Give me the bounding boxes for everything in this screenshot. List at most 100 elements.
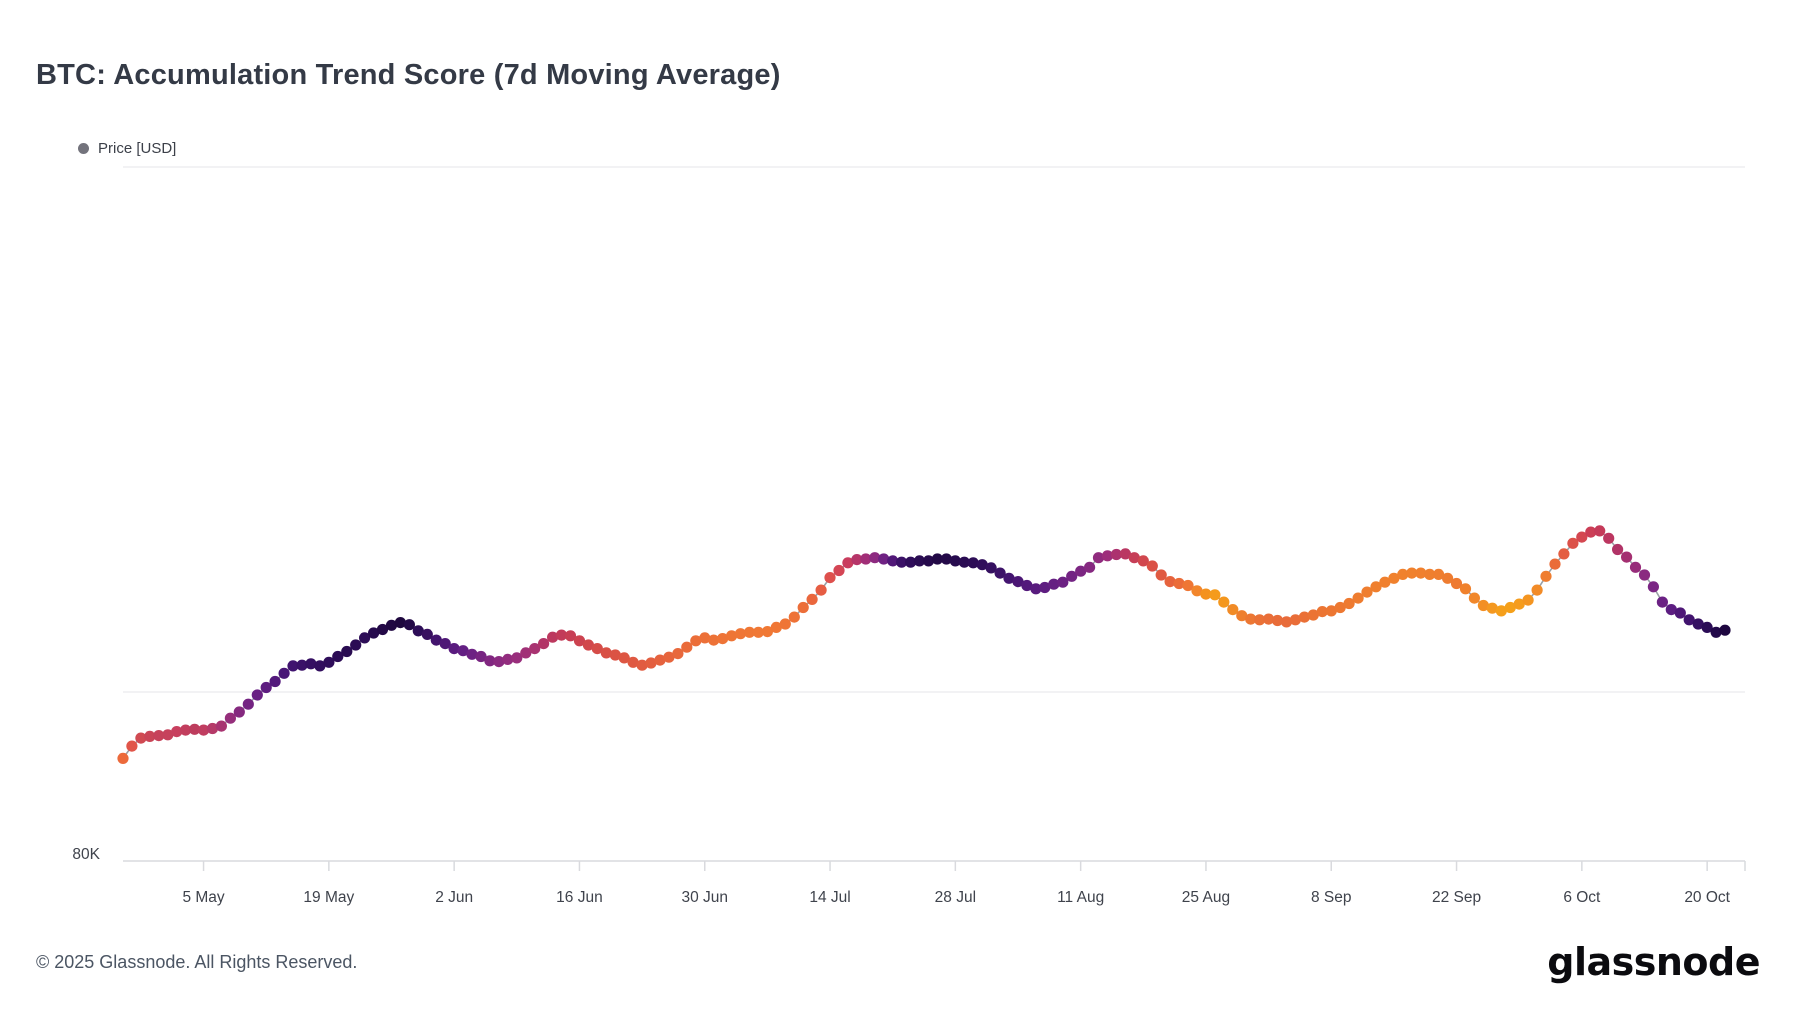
data-point[interactable] (609, 649, 621, 661)
data-point[interactable] (1433, 568, 1445, 581)
data-point[interactable] (1271, 614, 1284, 627)
data-point[interactable] (1101, 550, 1114, 562)
data-point[interactable] (726, 630, 738, 642)
data-point[interactable] (699, 632, 711, 644)
data-point[interactable] (1334, 601, 1346, 614)
data-point[interactable] (421, 628, 433, 641)
data-point[interactable] (511, 652, 523, 664)
data-point[interactable] (1092, 552, 1105, 564)
data-point[interactable] (1710, 626, 1722, 638)
data-point[interactable] (412, 625, 424, 637)
data-point[interactable] (1585, 526, 1597, 538)
data-point[interactable] (1450, 577, 1463, 590)
data-point[interactable] (394, 617, 406, 629)
data-point[interactable] (600, 647, 612, 659)
data-point[interactable] (734, 628, 747, 640)
data-point[interactable] (547, 631, 559, 643)
data-point[interactable] (869, 552, 881, 564)
data-point[interactable] (672, 648, 684, 660)
data-point[interactable] (582, 639, 595, 651)
data-point[interactable] (1612, 543, 1624, 556)
data-point[interactable] (314, 660, 326, 672)
data-point[interactable] (931, 553, 944, 565)
data-point[interactable] (1209, 589, 1221, 601)
data-point[interactable] (654, 654, 666, 666)
data-point[interactable] (860, 553, 872, 565)
data-point[interactable] (1173, 577, 1185, 590)
data-point[interactable] (457, 645, 469, 657)
data-point[interactable] (905, 556, 917, 568)
data-point[interactable] (1057, 576, 1069, 588)
data-point[interactable] (824, 572, 836, 584)
data-point[interactable] (976, 559, 988, 571)
data-point[interactable] (1289, 614, 1301, 626)
data-point[interactable] (1039, 581, 1051, 594)
data-point[interactable] (385, 619, 398, 631)
data-point[interactable] (1227, 604, 1239, 616)
data-point[interactable] (1370, 581, 1382, 593)
data-point[interactable] (1486, 602, 1498, 614)
data-point[interactable] (1495, 605, 1507, 617)
data-point[interactable] (788, 611, 800, 623)
data-point[interactable] (1594, 525, 1606, 537)
data-point[interactable] (359, 632, 371, 644)
data-point[interactable] (1021, 579, 1033, 592)
data-point[interactable] (1110, 548, 1122, 561)
data-point[interactable] (1468, 592, 1480, 604)
data-point[interactable] (242, 698, 254, 710)
data-point[interactable] (1665, 604, 1677, 616)
data-point[interactable] (1003, 572, 1015, 584)
data-point[interactable] (1343, 597, 1355, 610)
data-point[interactable] (1263, 613, 1275, 625)
data-point[interactable] (994, 567, 1006, 579)
data-point[interactable] (645, 657, 657, 669)
data-point[interactable] (251, 689, 263, 701)
data-point[interactable] (1361, 586, 1373, 598)
data-point[interactable] (162, 729, 174, 741)
data-point[interactable] (1692, 618, 1704, 630)
data-point[interactable] (430, 634, 442, 646)
data-point[interactable] (296, 659, 308, 671)
data-point[interactable] (797, 601, 809, 614)
data-point[interactable] (493, 656, 505, 668)
data-point[interactable] (1084, 561, 1096, 573)
data-point[interactable] (1397, 568, 1409, 581)
data-point[interactable] (1164, 576, 1176, 588)
data-point[interactable] (1406, 567, 1418, 579)
data-point[interactable] (967, 557, 979, 569)
data-point[interactable] (717, 633, 729, 645)
data-point[interactable] (708, 634, 720, 646)
data-point[interactable] (189, 723, 201, 735)
data-point[interactable] (681, 641, 693, 653)
data-point[interactable] (305, 658, 317, 670)
data-point[interactable] (896, 556, 908, 568)
data-point[interactable] (341, 645, 353, 658)
data-point[interactable] (144, 730, 156, 743)
data-point[interactable] (475, 650, 487, 663)
data-point[interactable] (618, 652, 630, 664)
data-point[interactable] (1629, 561, 1642, 573)
data-point[interactable] (1182, 579, 1194, 592)
data-point[interactable] (323, 656, 335, 668)
data-point[interactable] (529, 643, 541, 655)
data-point[interactable] (1254, 614, 1266, 626)
data-point[interactable] (198, 724, 210, 736)
data-point[interactable] (1683, 614, 1695, 626)
data-point[interactable] (376, 623, 389, 636)
data-point[interactable] (958, 556, 970, 568)
data-point[interactable] (1075, 565, 1087, 577)
data-point[interactable] (1119, 548, 1131, 560)
data-point[interactable] (233, 706, 245, 718)
data-point[interactable] (1415, 567, 1427, 579)
data-point[interactable] (1504, 601, 1516, 614)
data-point[interactable] (573, 635, 586, 647)
data-point[interactable] (1325, 605, 1337, 617)
data-point[interactable] (1576, 531, 1588, 543)
data-point[interactable] (752, 626, 765, 638)
data-point[interactable] (1540, 570, 1552, 582)
data-point[interactable] (1719, 624, 1731, 636)
data-point[interactable] (215, 720, 227, 732)
data-point[interactable] (1030, 583, 1042, 595)
data-point[interactable] (135, 732, 147, 744)
